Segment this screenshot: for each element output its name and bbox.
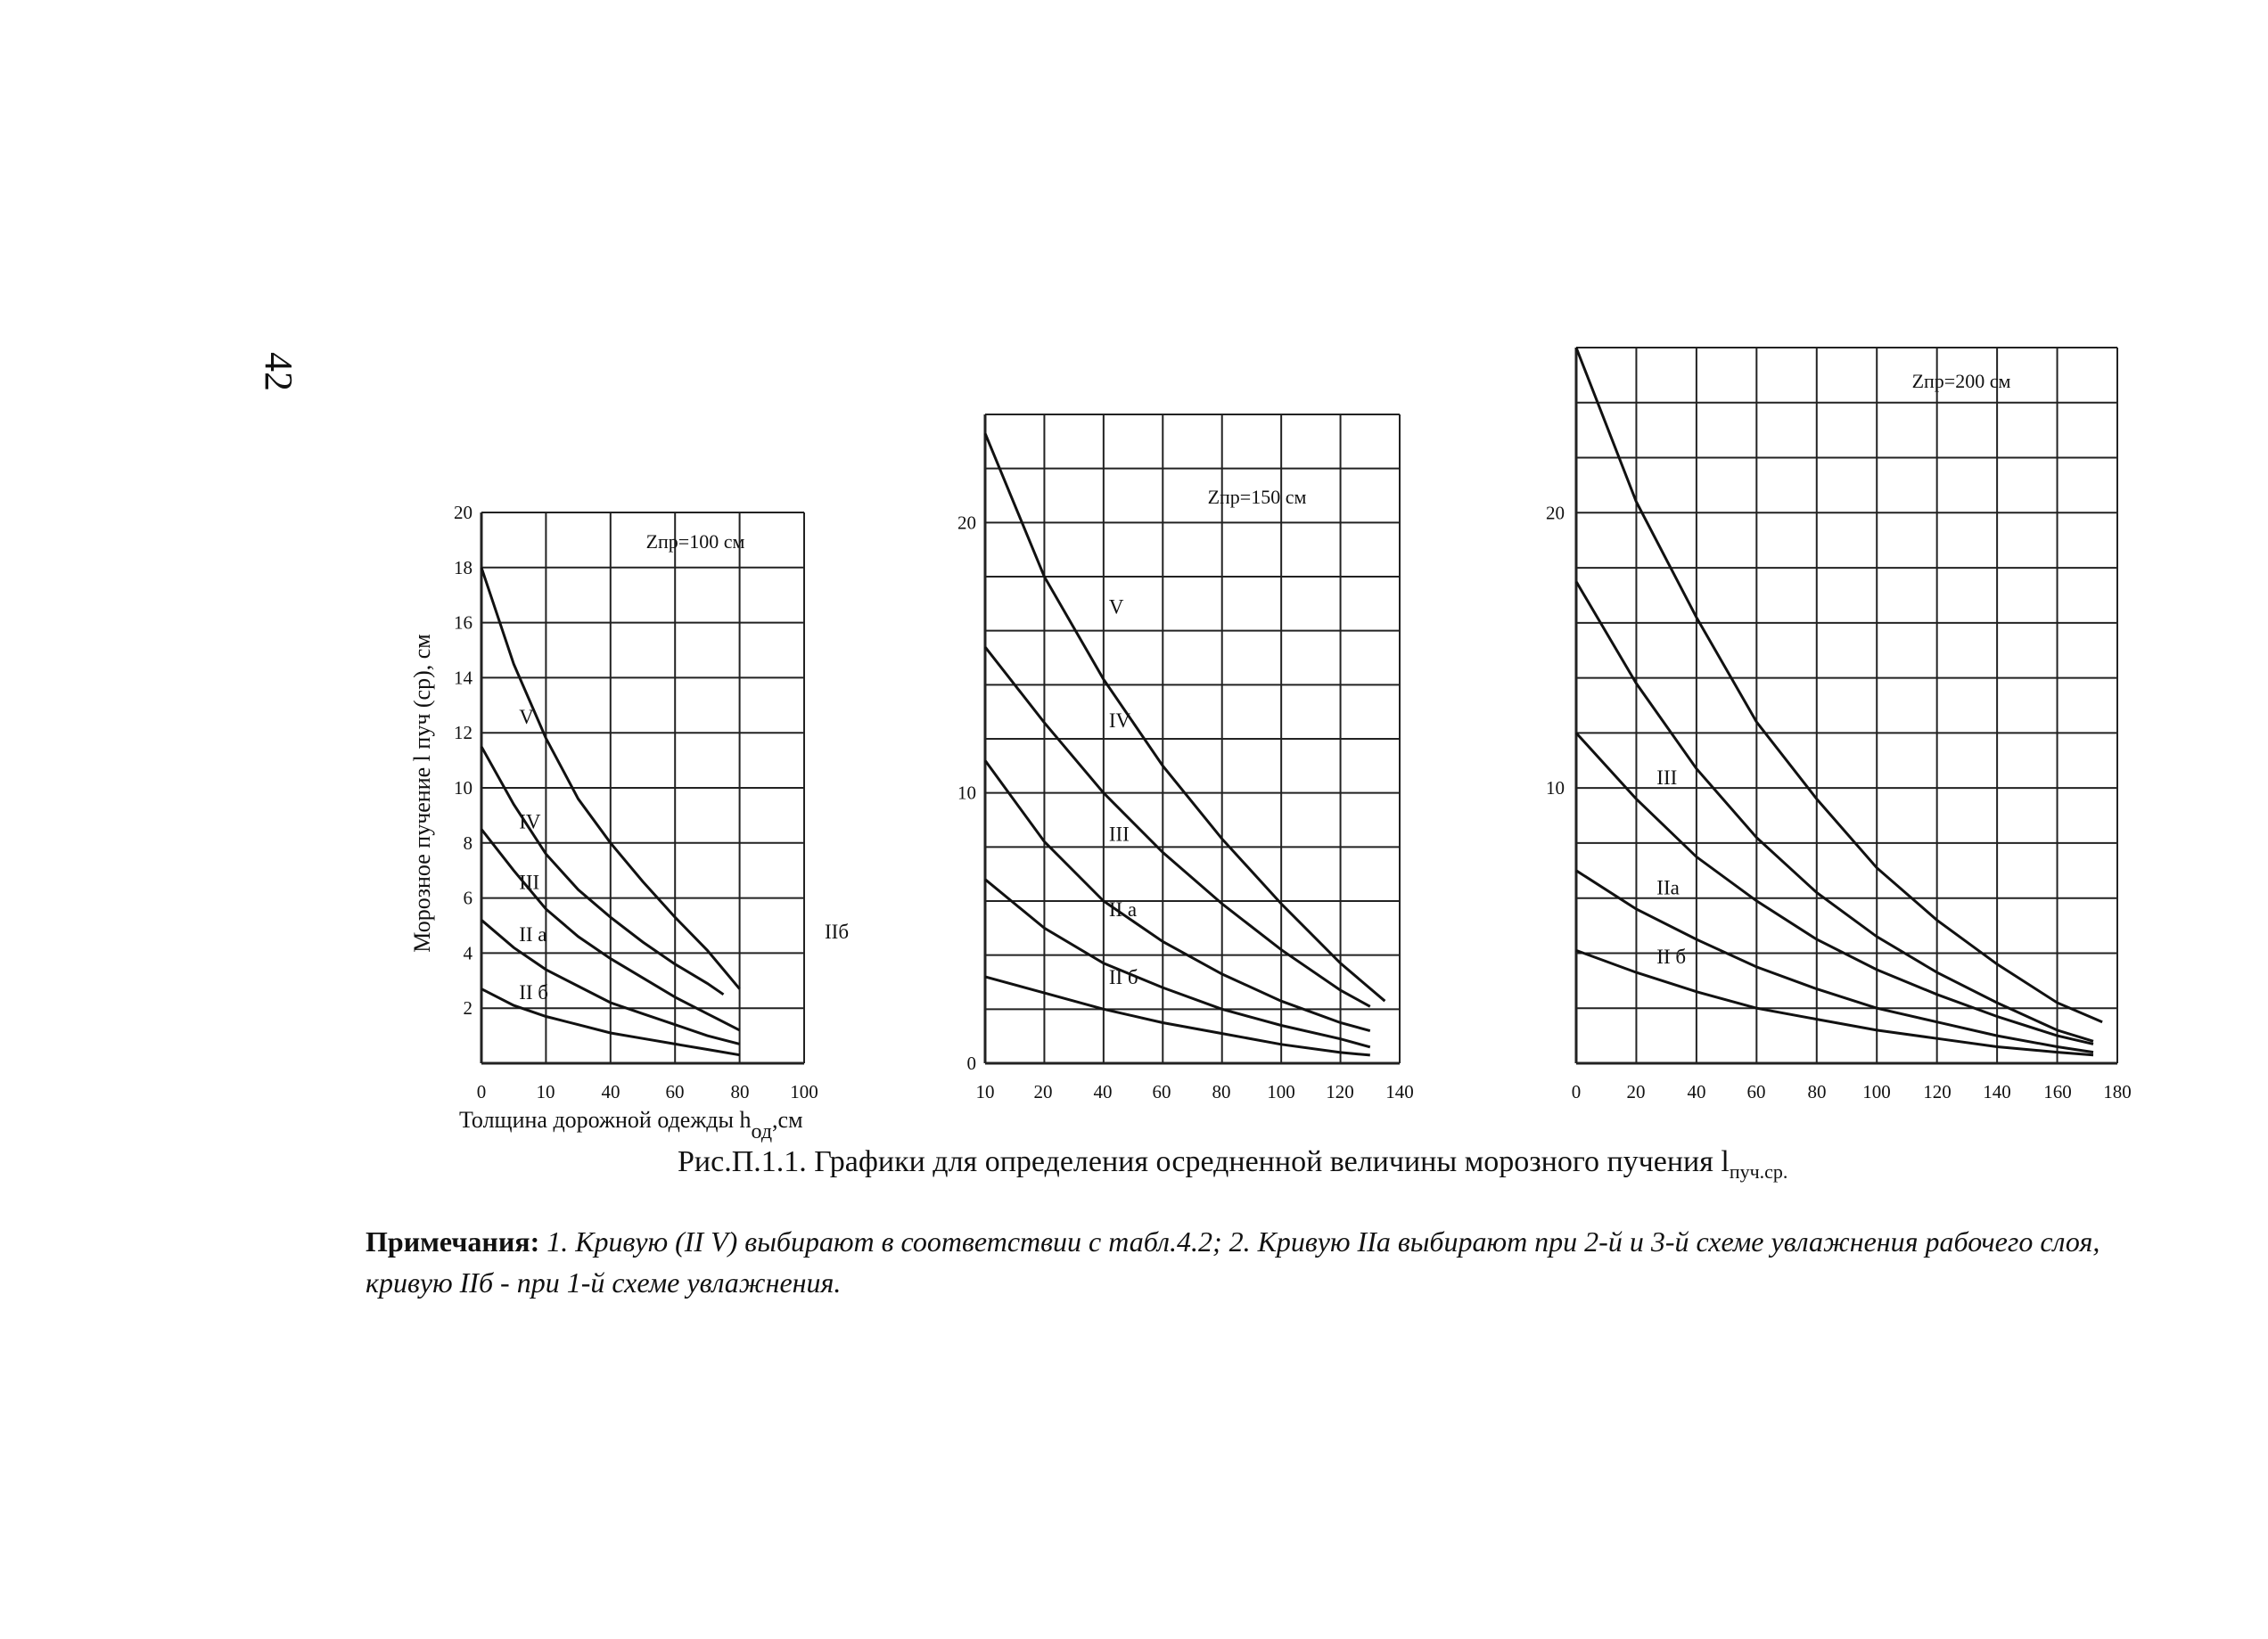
y-tick-label: 0: [967, 1053, 977, 1074]
z-annotation: Zпр=100 см: [646, 530, 745, 553]
curve-iiб: [481, 987, 740, 1057]
curve-label: II б: [1656, 946, 1686, 968]
curve-label: V: [519, 706, 534, 728]
x-tick-label: 10: [537, 1081, 555, 1102]
chart-panel-3: III IIа II б 0 20 40 60 80 100 120 140 160 180 10 20 Zп…: [1546, 347, 2132, 1102]
caption-text: Рис.П.1.1. Графики для определения осред…: [678, 1145, 1730, 1178]
curve-label: II б: [519, 981, 548, 1004]
x-tick-label: 80: [1212, 1081, 1231, 1102]
curve-label: IV: [1109, 709, 1131, 732]
z-annotation: Zпр=150 см: [1208, 486, 1307, 508]
x-tick-label: 80: [731, 1081, 750, 1102]
x-tick-label: 160: [2043, 1081, 2072, 1102]
y-tick-label: 18: [454, 557, 472, 578]
curve-iiб: [984, 975, 1370, 1057]
x-tick-label: 80: [1808, 1081, 1827, 1102]
x-tick-label: 60: [1153, 1081, 1171, 1102]
y-tick-label: 6: [464, 888, 473, 909]
x-tick-label: 140: [1983, 1081, 2011, 1102]
curve-label: V: [1109, 596, 1124, 619]
x-tick-label: 40: [1094, 1081, 1113, 1102]
curve-v: [480, 567, 741, 990]
x-tick-label: 60: [666, 1081, 685, 1102]
y-tick-label: 10: [957, 783, 976, 804]
x-tick-label: 140: [1385, 1081, 1414, 1102]
y-tick-label: 8: [464, 832, 473, 854]
curve-iii: [480, 828, 741, 1032]
curve-iiа: [481, 919, 740, 1045]
x-tick-label: 40: [602, 1081, 620, 1102]
curve-iiб: [1575, 948, 2094, 1057]
curve-iv: [1574, 580, 2094, 1043]
chart-panel-1: V IV III II а II б 0 10 40 60 80 100 2 4 6 8 10 12 14 16 18…: [454, 502, 818, 1102]
y-tick-label: 2: [464, 997, 473, 1019]
x-tick-label: 0: [1572, 1081, 1582, 1102]
y-tick-label: 12: [454, 722, 472, 743]
y-tick-label: 4: [464, 942, 473, 963]
curve-v: [1574, 347, 2103, 1024]
x-tick-label: 180: [2103, 1081, 2132, 1102]
curve-label: II а: [1109, 898, 1137, 921]
stray-curve-label: IIб: [825, 921, 849, 943]
curve-v: [983, 432, 1386, 1003]
curve-iii: [983, 759, 1371, 1033]
y-tick-label: 20: [1546, 502, 1565, 523]
x-tick-label: 100: [1267, 1081, 1295, 1102]
chart-panel-2: V IV III II а II б 10 20 40 60 80 100 120 140 0 10 20 Zп…: [957, 414, 1414, 1102]
notes: Примечания: 1. Кривую (II V) выбирают в …: [366, 1221, 2149, 1303]
caption-subscript: пуч.ср.: [1729, 1160, 1788, 1183]
curve-label: III: [1656, 766, 1677, 789]
y-tick-label: 16: [454, 612, 472, 634]
x-tick-label: 100: [1862, 1081, 1891, 1102]
curve-label: III: [1109, 823, 1130, 845]
notes-text: 1. Кривую (II V) выбирают в соответствии…: [366, 1225, 2100, 1299]
curve-iiа: [984, 878, 1371, 1049]
curve-iv: [480, 745, 725, 996]
curve-label: III: [519, 871, 539, 893]
x-tick-label: 0: [477, 1081, 487, 1102]
curve-label: II а: [519, 923, 546, 946]
y-tick-label: 10: [454, 777, 472, 799]
y-tick-label: 20: [454, 502, 472, 523]
curve-iv: [983, 645, 1371, 1008]
notes-heading: Примечания:: [366, 1225, 540, 1258]
y-axis-label: Морозное пучение l пуч (ср), см: [409, 634, 435, 952]
y-tick-label: 10: [1546, 777, 1565, 799]
x-tick-label: 120: [1923, 1081, 1952, 1102]
z-annotation: Zпр=200 см: [1912, 370, 2011, 392]
x-tick-label: 10: [976, 1081, 995, 1102]
curve-label: IV: [519, 810, 541, 832]
figure-caption: Рис.П.1.1. Графики для определения осред…: [678, 1145, 1787, 1184]
y-tick-label: 20: [957, 512, 976, 533]
curve-label: IIа: [1656, 877, 1680, 899]
x-tick-label: 20: [1627, 1081, 1646, 1102]
curve-iiа: [1575, 869, 2094, 1054]
x-tick-label: 120: [1326, 1081, 1354, 1102]
x-tick-label: 100: [790, 1081, 818, 1102]
x-tick-label: 60: [1747, 1081, 1766, 1102]
x-tick-label: 20: [1034, 1081, 1053, 1102]
curve-label: II б: [1109, 966, 1138, 988]
y-tick-label: 14: [454, 667, 473, 688]
curve-iii: [1574, 732, 2094, 1045]
x-tick-label: 40: [1688, 1081, 1706, 1102]
x-axis-label: Толщина дорожной одежды hод,см: [459, 1107, 803, 1143]
